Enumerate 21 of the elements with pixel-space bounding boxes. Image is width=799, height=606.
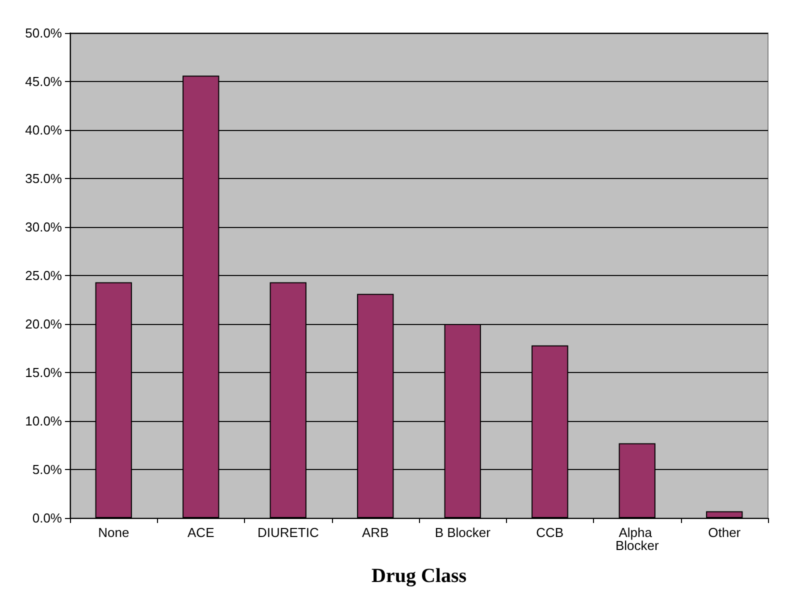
y-tick-label: 25.0%: [25, 268, 62, 283]
x-tick-label: DIURETIC: [257, 525, 319, 540]
y-tick-label: 35.0%: [25, 171, 62, 186]
y-tick-label: 45.0%: [25, 74, 62, 89]
x-tick-label: B Blocker: [434, 525, 492, 540]
y-tick-label: 40.0%: [25, 122, 62, 138]
x-tick-label: ARB: [362, 525, 389, 540]
y-tick-label: 0.0%: [32, 510, 62, 526]
x-tick-label: Alpha Blocker: [615, 525, 660, 553]
x-tick-label: CCB: [536, 525, 564, 540]
y-tick-label: 5.0%: [32, 462, 62, 477]
y-tick-label: 10.0%: [25, 414, 62, 428]
y-tick-label: 50.0%: [25, 26, 62, 40]
y-tick-label: 20.0%: [25, 316, 62, 332]
x-tick-label: ACE: [188, 525, 215, 540]
y-tick-label: 30.0%: [25, 220, 62, 234]
bar: [706, 511, 743, 518]
x-tick-label: Other: [708, 525, 742, 540]
y-tick-label: 15.0%: [25, 365, 62, 380]
x-axis-title: Drug Class: [371, 565, 467, 587]
x-tick-label: None: [98, 525, 130, 540]
